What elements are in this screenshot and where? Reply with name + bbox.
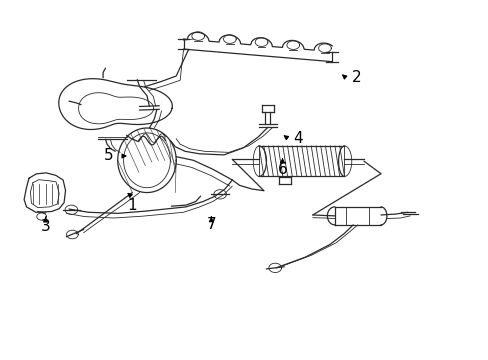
Text: 6: 6: [277, 162, 287, 177]
Text: 2: 2: [351, 70, 361, 85]
Text: 4: 4: [293, 131, 303, 145]
Text: 3: 3: [41, 219, 50, 234]
Text: 7: 7: [206, 217, 216, 231]
Text: 5: 5: [104, 148, 114, 163]
Text: 1: 1: [127, 198, 137, 213]
